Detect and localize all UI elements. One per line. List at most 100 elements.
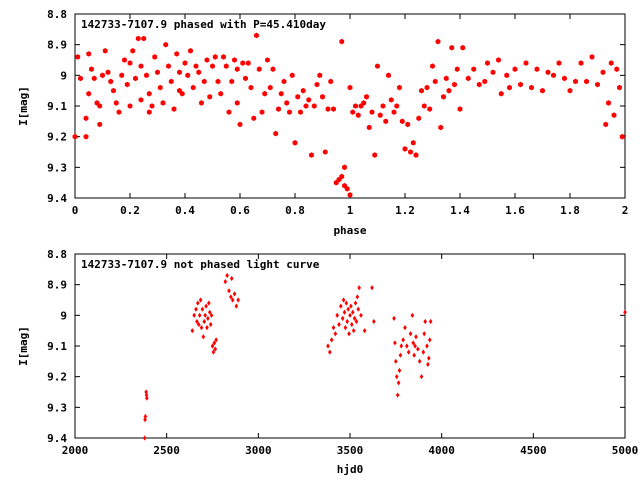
data-point [138,97,144,103]
data-point [142,435,147,441]
data-point [102,48,108,54]
data-point [614,66,620,72]
data-point [240,60,246,66]
data-point [377,112,383,118]
data-point [397,367,402,374]
data-point [188,48,193,54]
data-point [342,309,347,315]
y-tick-label: 9 [60,309,67,322]
data-point [504,72,510,79]
data-point [438,124,444,131]
data-point [199,100,204,106]
data-point [204,57,210,63]
x-tick-label: 0.6 [230,204,250,217]
y-tick-label: 8.9 [47,39,67,52]
x-axis-label: hjd0 [337,463,364,476]
data-point [482,78,488,85]
data-point [460,44,466,51]
data-point [342,164,347,171]
data-point [127,60,133,66]
data-point [366,124,372,131]
data-point [372,152,378,158]
data-point [328,349,332,355]
data-point [196,300,200,306]
plot-frame [74,13,626,199]
data-point [350,321,354,328]
data-point [86,51,92,57]
x-tick-label: 0.4 [175,204,195,217]
data-point [298,109,303,115]
data-point [567,87,573,94]
data-point [203,312,207,318]
data-point [185,72,191,79]
y-tick-label: 9.3 [47,161,67,174]
data-point [350,109,356,115]
data-point [449,44,455,51]
x-tick-label: 0 [72,204,79,217]
data-point [232,57,237,63]
data-point [424,84,430,91]
data-point [595,81,600,88]
data-point [218,90,224,97]
data-point [443,75,449,82]
data-point [177,69,182,76]
data-point [138,63,144,69]
data-point [325,106,331,112]
data-point [225,272,229,279]
data-point [617,84,622,91]
data-point [207,94,213,100]
data-point [111,87,116,94]
data-points [142,272,627,441]
data-point [72,133,78,140]
data-point [122,57,127,63]
data-point [372,318,376,325]
data-point [276,106,281,112]
data-point [401,337,405,343]
data-point [311,103,317,109]
data-point [214,337,218,343]
data-point [427,337,432,343]
data-point [303,103,309,109]
data-point [237,121,243,128]
data-point [171,106,177,112]
data-point [556,60,562,66]
data-point [350,309,355,315]
x-tick-label: 3000 [245,444,272,457]
data-point [215,78,221,85]
tick-marks [74,13,626,199]
data-point [201,334,206,340]
data-point [331,106,336,112]
data-point [419,374,424,380]
data-point [314,81,320,88]
data-point [428,318,433,325]
data-point [435,38,441,45]
data-point [331,325,336,331]
y-tick-label: 9.1 [47,340,67,353]
data-point [204,303,208,309]
data-point [369,109,375,115]
data-point [352,315,357,321]
data-point [411,340,416,346]
phased-light-curve-panel: 0 0.2 0.4 0.6 0.8 1 1.2 1.4 1.6 1.8 2 8.8 8.9 9 9.1 9.… [17,8,628,237]
data-point [236,297,240,303]
data-point [344,300,349,306]
data-point [133,75,138,82]
data-point [416,115,422,122]
data-point [518,81,523,88]
x-tick-label: 2 [622,204,629,217]
data-point [232,291,237,297]
data-point [345,318,350,325]
data-point [227,288,231,294]
data-point [196,69,202,76]
data-point [343,325,348,331]
data-point [356,306,361,312]
data-point [346,306,350,312]
x-tick-label: 0.2 [120,204,140,217]
data-point [423,318,427,325]
data-point [155,69,160,76]
y-tick-label: 9.4 [47,192,67,205]
data-point [410,312,415,318]
data-point [124,81,130,88]
data-point [421,349,426,355]
